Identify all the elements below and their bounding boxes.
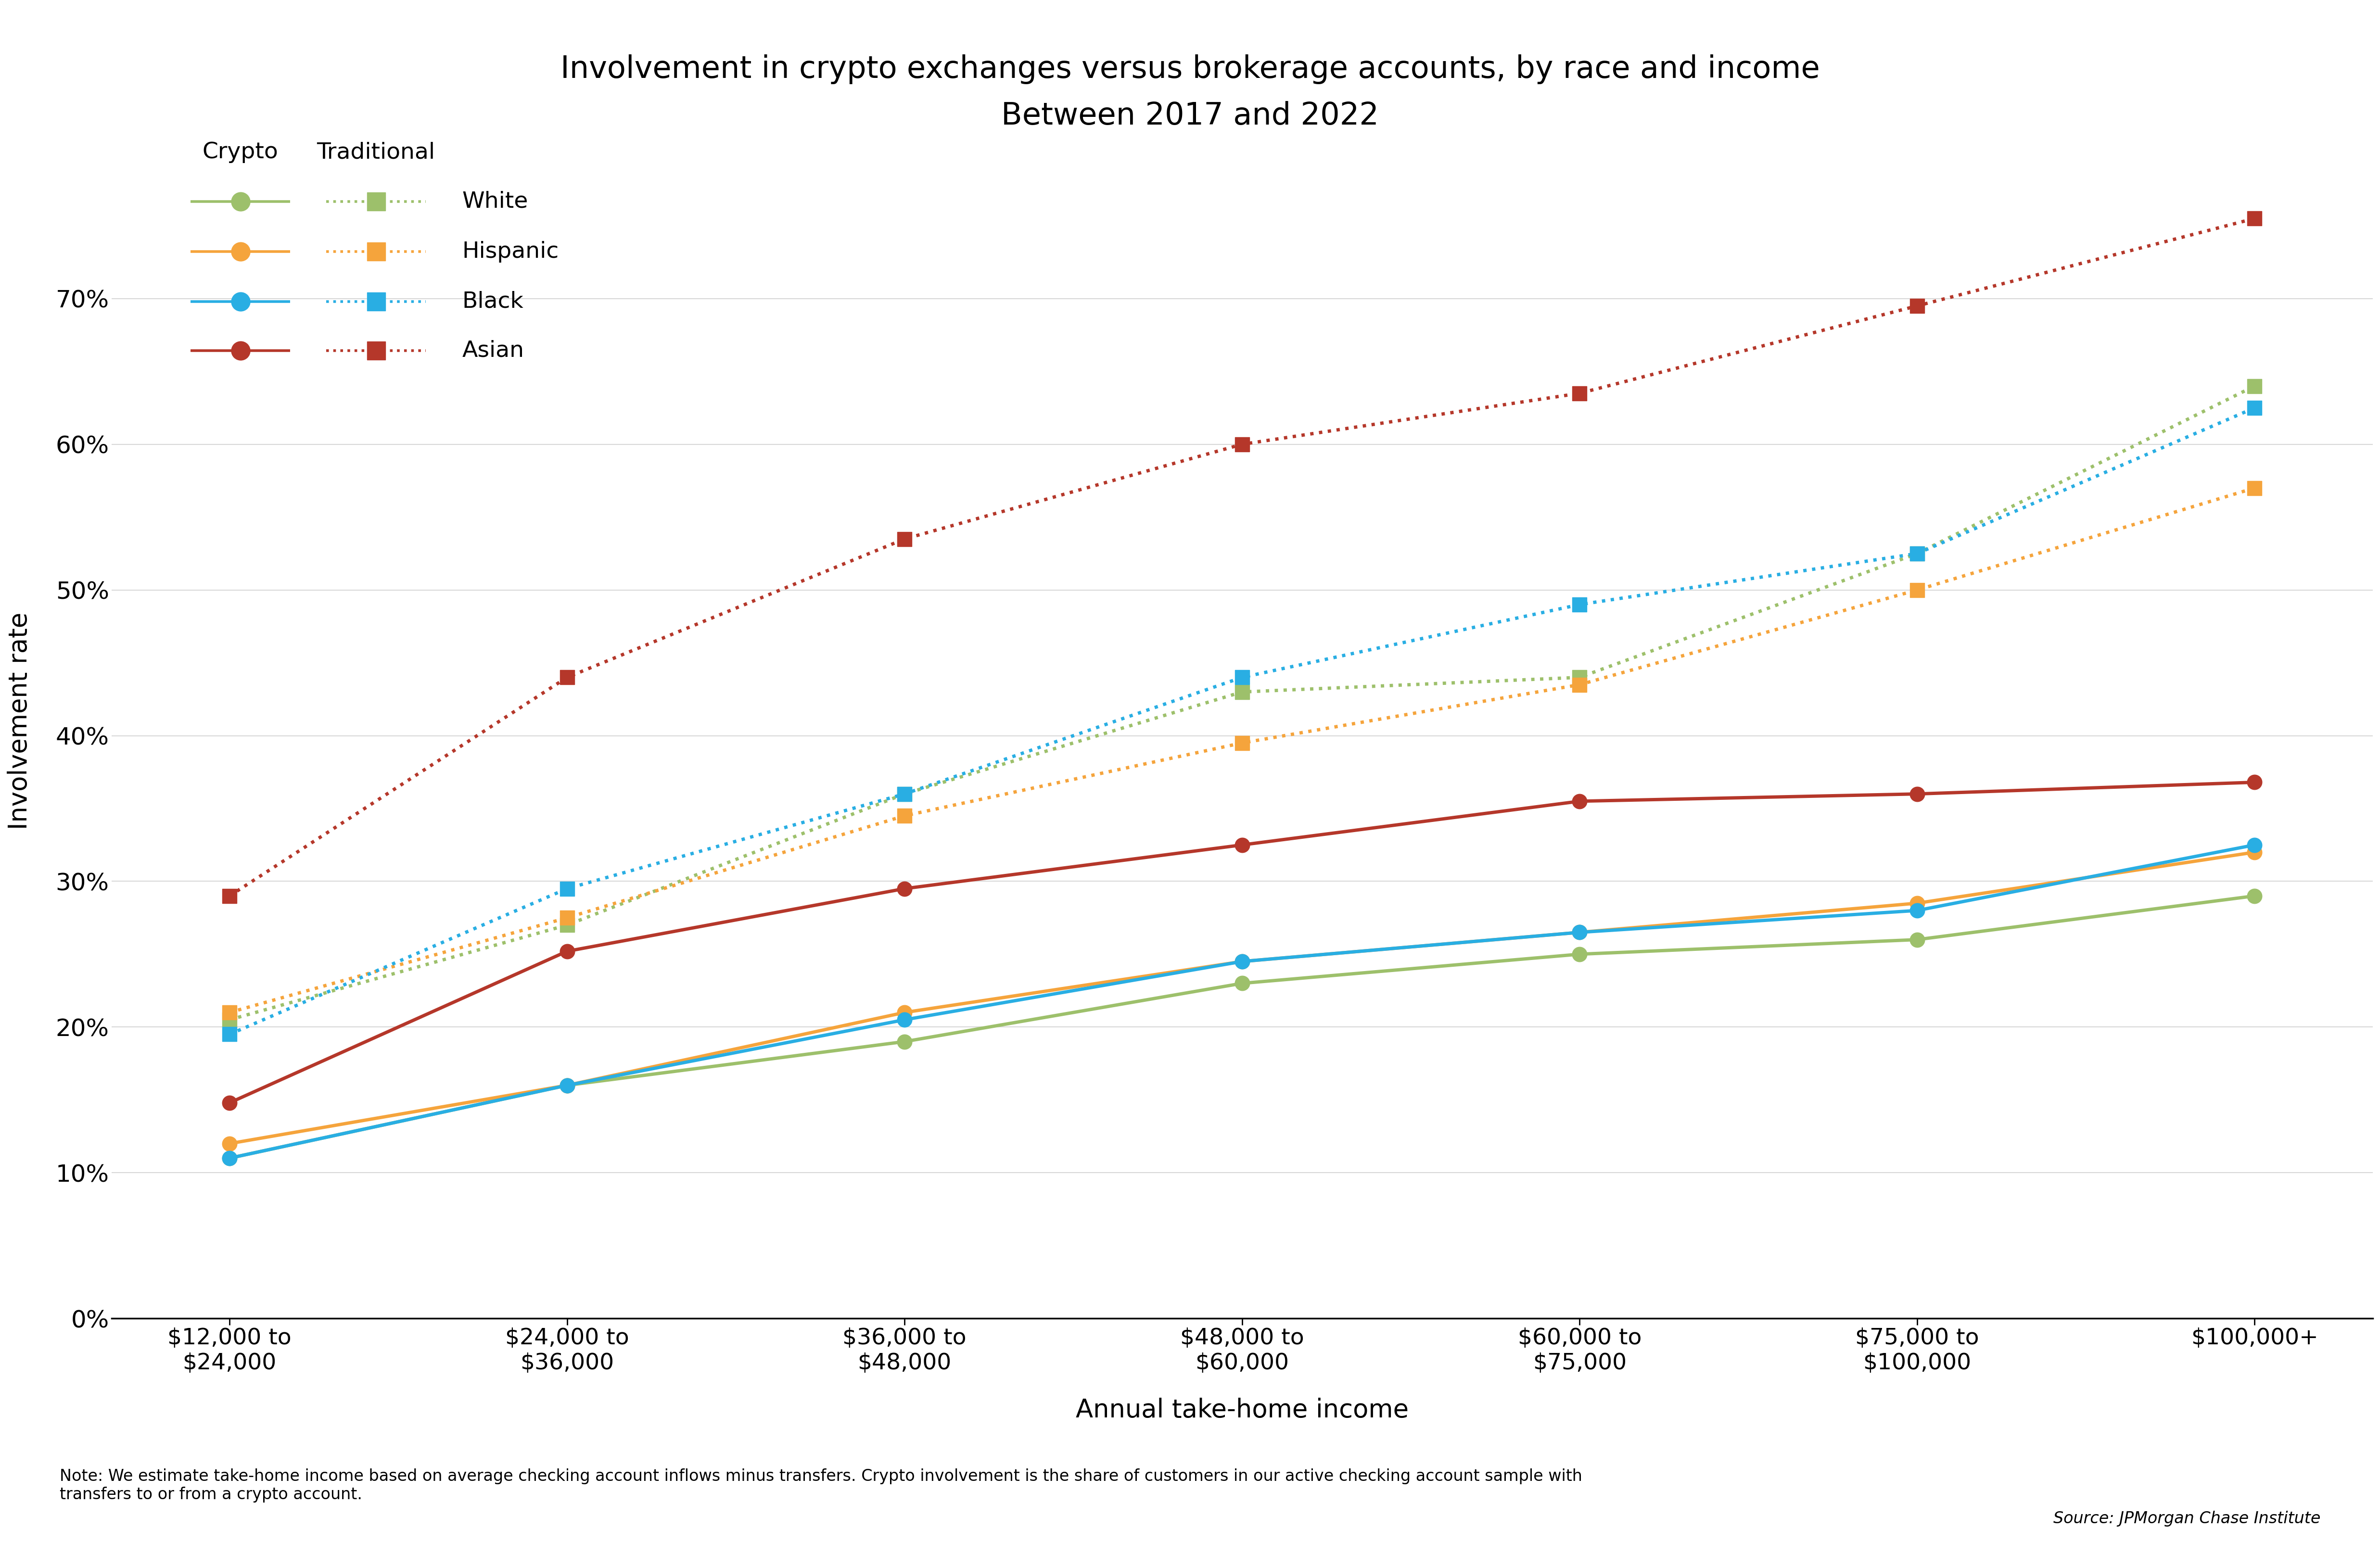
- Text: White: White: [462, 191, 528, 213]
- Text: Crypto: Crypto: [202, 141, 278, 163]
- Text: Hispanic: Hispanic: [462, 241, 559, 263]
- Text: Involvement in crypto exchanges versus brokerage accounts, by race and income: Involvement in crypto exchanges versus b…: [559, 54, 1821, 84]
- Text: Note: We estimate take-home income based on average checking account inflows min: Note: We estimate take-home income based…: [60, 1469, 1583, 1503]
- Y-axis label: Involvement rate: Involvement rate: [7, 612, 33, 830]
- Text: Black: Black: [462, 291, 524, 312]
- Text: Between 2017 and 2022: Between 2017 and 2022: [1002, 101, 1378, 131]
- Text: Asian: Asian: [462, 340, 524, 362]
- X-axis label: Annual take-home income: Annual take-home income: [1076, 1397, 1409, 1422]
- Text: Traditional: Traditional: [317, 141, 436, 163]
- Text: Source: JPMorgan Chase Institute: Source: JPMorgan Chase Institute: [2054, 1510, 2320, 1526]
